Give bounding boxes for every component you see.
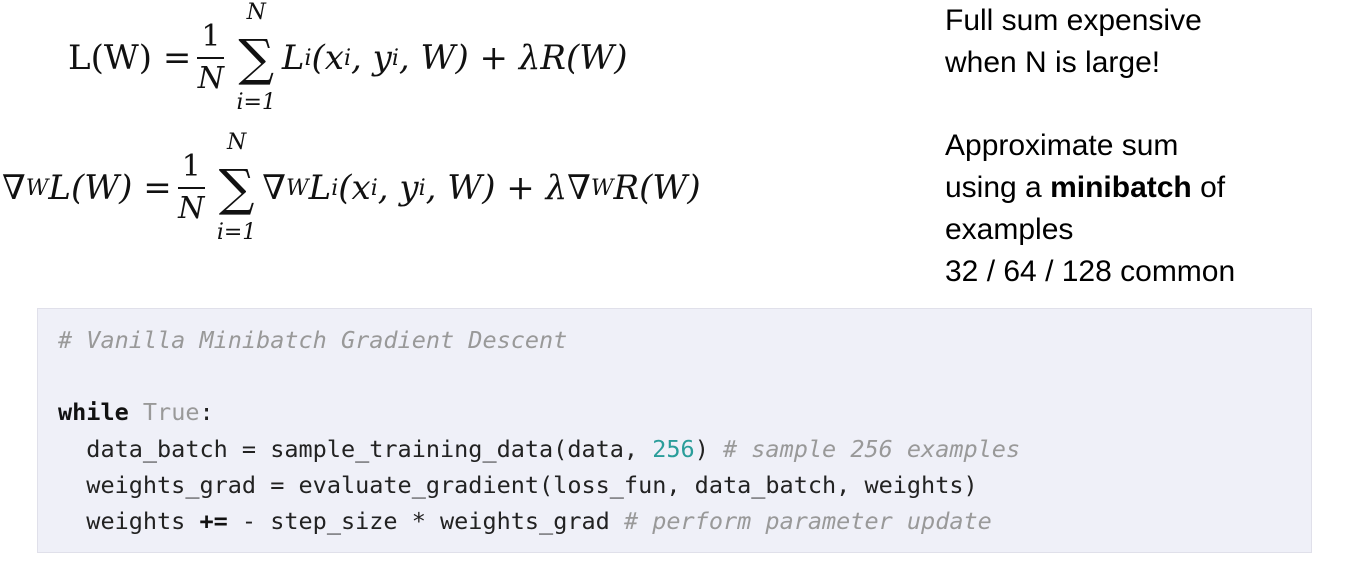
code-line: while True: [58,397,214,427]
operator: += [199,507,228,535]
term: L [281,38,305,78]
text: of [1191,171,1226,204]
sum-lower: i=1 [236,90,276,115]
text: using a [945,171,1051,204]
nabla: ∇ [2,168,26,208]
sum-upper: N [226,130,247,155]
text-line: 32 / 64 / 128 common [945,255,1236,288]
text-line: when N is large! [945,46,1161,79]
numerator: 1 [177,147,205,189]
args: , y [351,38,392,78]
args: R(W) [613,168,701,208]
args: , W) + λ∇ [425,168,591,208]
code-line: weights += - step_size * weights_grad # … [58,506,992,536]
code-block: # Vanilla Minibatch Gradient Descent whi… [37,308,1312,553]
text-line: Approximate sum [945,129,1179,162]
term: L [308,168,332,208]
text: ) [694,435,723,463]
sum-lower: i=1 [216,220,257,245]
summation: N ∑ i=1 [217,130,256,246]
side-note-2: Approximate sum using a minibatch of exa… [945,125,1235,293]
sub: i [304,45,312,71]
keyword: while [58,398,129,426]
args: (x [311,38,344,78]
text: weights [58,507,200,535]
sigma-icon: ∑ [218,159,255,217]
code-line: data_batch = sample_training_data(data, … [58,434,1020,464]
numerator: 1 [197,17,225,59]
denominator: N [178,191,205,226]
text-line: Full sum expensive [945,4,1202,37]
sub: W [590,175,614,201]
code-comment: # Vanilla Minibatch Gradient Descent [58,326,568,354]
args: , y [377,168,419,208]
sub: i [370,175,378,201]
text-line: using a minibatch of [945,167,1235,209]
sub: W [286,175,309,201]
code-line: weights_grad = evaluate_gradient(loss_fu… [58,471,978,499]
code-comment: # perform parameter update [623,507,992,535]
sum-upper: N [246,0,266,25]
text: data_batch = sample_training_data(data, [58,435,653,463]
bold-text: minibatch [1050,171,1192,204]
sub: i [344,45,352,71]
number: 256 [652,435,695,463]
text-line: examples [945,213,1074,246]
side-note-1: Full sum expensive when N is large! [945,0,1202,84]
denominator: N [197,61,225,96]
text: : [199,398,214,426]
loss-lhs: L(W) = [68,38,192,78]
keyword: True [142,398,200,426]
text: - step_size * weights_grad [227,507,624,535]
sub: i [391,45,399,71]
code-comment: # sample 256 examples [722,435,1021,463]
sub: i [331,175,339,201]
sub: W [25,175,49,201]
args: (x [338,168,371,208]
sub: i [418,175,426,201]
nabla: ∇ [262,168,287,208]
sigma-icon: ∑ [238,29,275,87]
grad-lhs: L(W) = [48,168,172,208]
args: , W) + λR(W) [398,38,628,78]
summation: N ∑ i=1 [236,0,275,116]
